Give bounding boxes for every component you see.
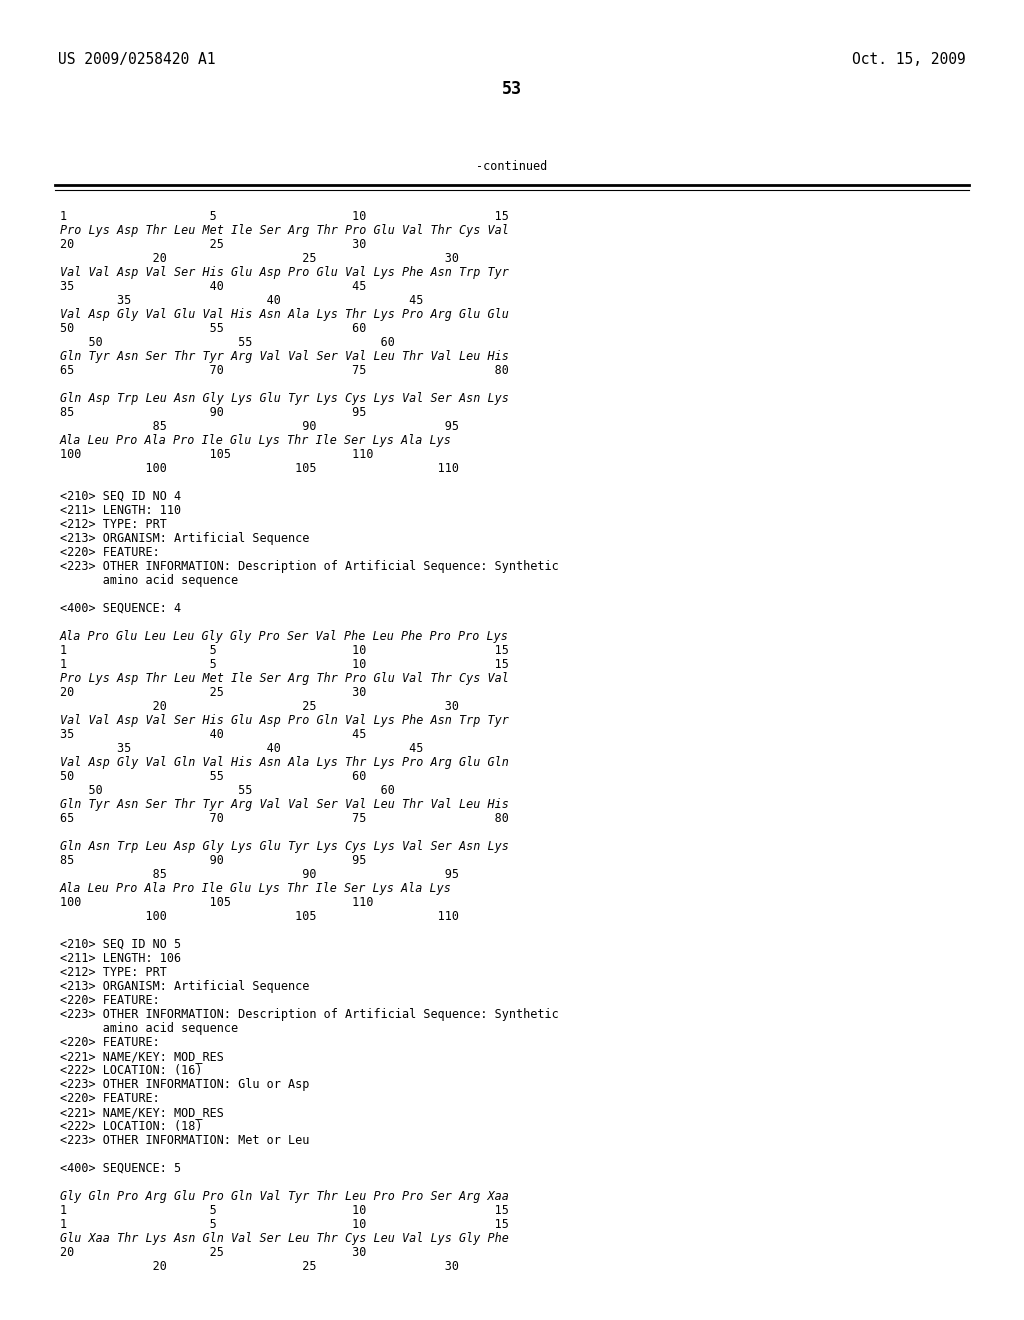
Text: <213> ORGANISM: Artificial Sequence: <213> ORGANISM: Artificial Sequence (60, 532, 309, 545)
Text: 1                    5                   10                  15: 1 5 10 15 (60, 210, 509, 223)
Text: amino acid sequence: amino acid sequence (60, 574, 239, 587)
Text: Gln Tyr Asn Ser Thr Tyr Arg Val Val Ser Val Leu Thr Val Leu His: Gln Tyr Asn Ser Thr Tyr Arg Val Val Ser … (60, 799, 509, 810)
Text: <222> LOCATION: (18): <222> LOCATION: (18) (60, 1119, 203, 1133)
Text: <221> NAME/KEY: MOD_RES: <221> NAME/KEY: MOD_RES (60, 1106, 224, 1119)
Text: 100                  105                 110: 100 105 110 (60, 909, 459, 923)
Text: Val Val Asp Val Ser His Glu Asp Pro Gln Val Lys Phe Asn Trp Tyr: Val Val Asp Val Ser His Glu Asp Pro Gln … (60, 714, 509, 727)
Text: 50                   55                  60: 50 55 60 (60, 322, 367, 335)
Text: 1                    5                   10                  15: 1 5 10 15 (60, 657, 509, 671)
Text: Val Asp Gly Val Gln Val His Asn Ala Lys Thr Lys Pro Arg Glu Gln: Val Asp Gly Val Gln Val His Asn Ala Lys … (60, 756, 509, 770)
Text: 20                   25                  30: 20 25 30 (60, 686, 367, 700)
Text: <220> FEATURE:: <220> FEATURE: (60, 1092, 160, 1105)
Text: US 2009/0258420 A1: US 2009/0258420 A1 (58, 51, 215, 67)
Text: 1                    5                   10                  15: 1 5 10 15 (60, 1204, 509, 1217)
Text: 85                   90                  95: 85 90 95 (60, 854, 367, 867)
Text: amino acid sequence: amino acid sequence (60, 1022, 239, 1035)
Text: Gln Tyr Asn Ser Thr Tyr Arg Val Val Ser Val Leu Thr Val Leu His: Gln Tyr Asn Ser Thr Tyr Arg Val Val Ser … (60, 350, 509, 363)
Text: <211> LENGTH: 110: <211> LENGTH: 110 (60, 504, 181, 517)
Text: 50                   55                  60: 50 55 60 (60, 784, 395, 797)
Text: <211> LENGTH: 106: <211> LENGTH: 106 (60, 952, 181, 965)
Text: <222> LOCATION: (16): <222> LOCATION: (16) (60, 1064, 203, 1077)
Text: 65                   70                  75                  80: 65 70 75 80 (60, 364, 509, 378)
Text: 1                    5                   10                  15: 1 5 10 15 (60, 644, 509, 657)
Text: Glu Xaa Thr Lys Asn Gln Val Ser Leu Thr Cys Leu Val Lys Gly Phe: Glu Xaa Thr Lys Asn Gln Val Ser Leu Thr … (60, 1232, 509, 1245)
Text: <212> TYPE: PRT: <212> TYPE: PRT (60, 517, 167, 531)
Text: <220> FEATURE:: <220> FEATURE: (60, 1036, 160, 1049)
Text: <220> FEATURE:: <220> FEATURE: (60, 994, 160, 1007)
Text: 65                   70                  75                  80: 65 70 75 80 (60, 812, 509, 825)
Text: <223> OTHER INFORMATION: Description of Artificial Sequence: Synthetic: <223> OTHER INFORMATION: Description of … (60, 560, 559, 573)
Text: 20                   25                  30: 20 25 30 (60, 252, 459, 265)
Text: <221> NAME/KEY: MOD_RES: <221> NAME/KEY: MOD_RES (60, 1049, 224, 1063)
Text: 35                   40                  45: 35 40 45 (60, 729, 367, 741)
Text: Pro Lys Asp Thr Leu Met Ile Ser Arg Thr Pro Glu Val Thr Cys Val: Pro Lys Asp Thr Leu Met Ile Ser Arg Thr … (60, 672, 509, 685)
Text: 85                   90                  95: 85 90 95 (60, 407, 367, 418)
Text: Oct. 15, 2009: Oct. 15, 2009 (852, 51, 966, 67)
Text: 100                  105                 110: 100 105 110 (60, 462, 459, 475)
Text: <400> SEQUENCE: 5: <400> SEQUENCE: 5 (60, 1162, 181, 1175)
Text: 100                  105                 110: 100 105 110 (60, 896, 374, 909)
Text: <213> ORGANISM: Artificial Sequence: <213> ORGANISM: Artificial Sequence (60, 979, 309, 993)
Text: 20                   25                  30: 20 25 30 (60, 1261, 459, 1272)
Text: 50                   55                  60: 50 55 60 (60, 770, 367, 783)
Text: Gln Asn Trp Leu Asp Gly Lys Glu Tyr Lys Cys Lys Val Ser Asn Lys: Gln Asn Trp Leu Asp Gly Lys Glu Tyr Lys … (60, 840, 509, 853)
Text: <400> SEQUENCE: 4: <400> SEQUENCE: 4 (60, 602, 181, 615)
Text: Val Val Asp Val Ser His Glu Asp Pro Glu Val Lys Phe Asn Trp Tyr: Val Val Asp Val Ser His Glu Asp Pro Glu … (60, 267, 509, 279)
Text: 85                   90                  95: 85 90 95 (60, 420, 459, 433)
Text: 20                   25                  30: 20 25 30 (60, 1246, 367, 1259)
Text: <223> OTHER INFORMATION: Glu or Asp: <223> OTHER INFORMATION: Glu or Asp (60, 1078, 309, 1092)
Text: 100                  105                 110: 100 105 110 (60, 447, 374, 461)
Text: Val Asp Gly Val Glu Val His Asn Ala Lys Thr Lys Pro Arg Glu Glu: Val Asp Gly Val Glu Val His Asn Ala Lys … (60, 308, 509, 321)
Text: 20                   25                  30: 20 25 30 (60, 700, 459, 713)
Text: 50                   55                  60: 50 55 60 (60, 337, 395, 348)
Text: <223> OTHER INFORMATION: Met or Leu: <223> OTHER INFORMATION: Met or Leu (60, 1134, 309, 1147)
Text: Ala Pro Glu Leu Leu Gly Gly Pro Ser Val Phe Leu Phe Pro Pro Lys: Ala Pro Glu Leu Leu Gly Gly Pro Ser Val … (60, 630, 509, 643)
Text: Pro Lys Asp Thr Leu Met Ile Ser Arg Thr Pro Glu Val Thr Cys Val: Pro Lys Asp Thr Leu Met Ile Ser Arg Thr … (60, 224, 509, 238)
Text: Gly Gln Pro Arg Glu Pro Gln Val Tyr Thr Leu Pro Pro Ser Arg Xaa: Gly Gln Pro Arg Glu Pro Gln Val Tyr Thr … (60, 1191, 509, 1203)
Text: 35                   40                  45: 35 40 45 (60, 294, 423, 308)
Text: <210> SEQ ID NO 4: <210> SEQ ID NO 4 (60, 490, 181, 503)
Text: <212> TYPE: PRT: <212> TYPE: PRT (60, 966, 167, 979)
Text: 35                   40                  45: 35 40 45 (60, 742, 423, 755)
Text: Ala Leu Pro Ala Pro Ile Glu Lys Thr Ile Ser Lys Ala Lys: Ala Leu Pro Ala Pro Ile Glu Lys Thr Ile … (60, 434, 452, 447)
Text: <220> FEATURE:: <220> FEATURE: (60, 546, 160, 558)
Text: 85                   90                  95: 85 90 95 (60, 869, 459, 880)
Text: Gln Asp Trp Leu Asn Gly Lys Glu Tyr Lys Cys Lys Val Ser Asn Lys: Gln Asp Trp Leu Asn Gly Lys Glu Tyr Lys … (60, 392, 509, 405)
Text: 20                   25                  30: 20 25 30 (60, 238, 367, 251)
Text: <223> OTHER INFORMATION: Description of Artificial Sequence: Synthetic: <223> OTHER INFORMATION: Description of … (60, 1008, 559, 1020)
Text: 35                   40                  45: 35 40 45 (60, 280, 367, 293)
Text: -continued: -continued (476, 160, 548, 173)
Text: <210> SEQ ID NO 5: <210> SEQ ID NO 5 (60, 939, 181, 950)
Text: 1                    5                   10                  15: 1 5 10 15 (60, 1218, 509, 1232)
Text: Ala Leu Pro Ala Pro Ile Glu Lys Thr Ile Ser Lys Ala Lys: Ala Leu Pro Ala Pro Ile Glu Lys Thr Ile … (60, 882, 452, 895)
Text: 53: 53 (502, 81, 522, 98)
